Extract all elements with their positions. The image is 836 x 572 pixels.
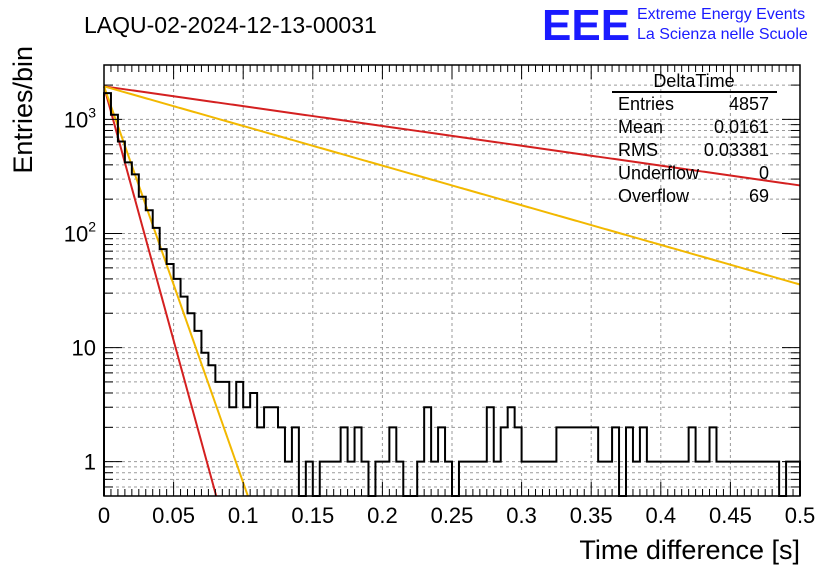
eee-logo-line2: La Scienza nelle Scuole bbox=[637, 26, 808, 43]
stats-rows: Entries 4857 Mean 0.0161 RMS 0.03381Underflow… bbox=[618, 94, 769, 206]
stats-row-value: 69 bbox=[749, 186, 769, 206]
x-tick-labels: 0 0.05 0.1 0.15 0.2 0.25 0.3 0.35 0.4 0.45 0.5 bbox=[98, 503, 815, 528]
axis-ticks bbox=[103, 64, 801, 497]
x-tick-label: 0.4 bbox=[646, 503, 677, 528]
x-tick-label: 0.1 bbox=[228, 503, 259, 528]
x-tick-label: 0.25 bbox=[431, 503, 474, 528]
stats-row-value: 4857 bbox=[729, 94, 769, 114]
eee-logo-mark: EEE bbox=[542, 1, 630, 50]
y-tick-labels: 1 10 102 103 bbox=[64, 104, 96, 474]
x-tick-label: 0.5 bbox=[785, 503, 816, 528]
y-tick-label: 1 bbox=[84, 450, 96, 475]
y-tick-label: 103 bbox=[64, 104, 96, 132]
stats-row-value: 0.03381 bbox=[704, 140, 769, 160]
y-tick-label: 102 bbox=[64, 219, 96, 247]
stats-row-label: RMS bbox=[618, 140, 658, 160]
x-tick-label: 0 bbox=[98, 503, 110, 528]
grid bbox=[104, 65, 800, 496]
x-tick-label: 0.05 bbox=[152, 503, 195, 528]
fit-curves bbox=[103, 85, 801, 497]
x-tick-label: 0.45 bbox=[709, 503, 752, 528]
fit-curve-4 bbox=[103, 85, 801, 286]
stats-row-value: 0 bbox=[759, 163, 769, 183]
x-tick-label: 0.2 bbox=[367, 503, 398, 528]
x-tick-label: 0.15 bbox=[291, 503, 334, 528]
fit-curve-2 bbox=[103, 86, 249, 497]
stats-row-label: Entries bbox=[618, 94, 674, 114]
stats-box: DeltaTime Entries 4857 Mean 0.0161 RMS 0.0338… bbox=[612, 71, 777, 206]
x-axis-label: Time difference [s] bbox=[579, 535, 800, 565]
stats-row-value: 0.0161 bbox=[714, 117, 769, 137]
stats-row-label: Overflow bbox=[618, 186, 690, 206]
stats-row-label: Mean bbox=[618, 117, 663, 137]
stats-row-label: Underflow bbox=[618, 163, 700, 183]
eee-logo-line1: Extreme Energy Events bbox=[637, 6, 805, 23]
fit-curve-1 bbox=[103, 86, 218, 497]
x-tick-label: 0.35 bbox=[570, 503, 613, 528]
y-axis-label: Entries/bin bbox=[8, 46, 38, 174]
fit-curve-3 bbox=[103, 85, 801, 187]
stats-title: DeltaTime bbox=[653, 71, 734, 91]
chart-title: LAQU-02-2024-12-13-00031 bbox=[84, 12, 377, 38]
x-tick-label: 0.3 bbox=[506, 503, 537, 528]
eee-logo: EEE Extreme Energy Events La Scienza nel… bbox=[542, 1, 808, 50]
y-tick-label: 10 bbox=[72, 336, 96, 361]
